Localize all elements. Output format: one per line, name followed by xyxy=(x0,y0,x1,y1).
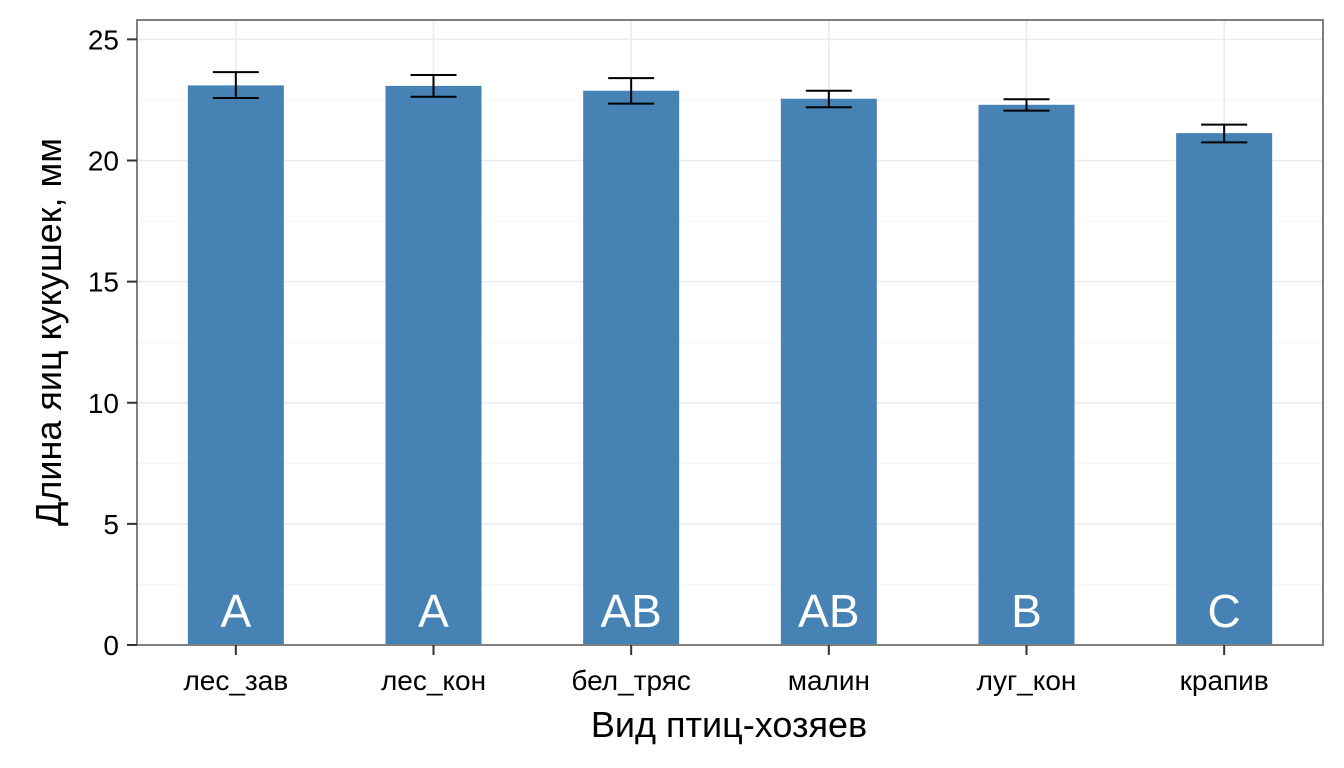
error-bar-2 xyxy=(410,73,457,98)
x-axis-ticks: лес_зав лес_кон бел_тряс малин луг_кон крапив xyxy=(183,645,1269,696)
error-bar-4 xyxy=(805,89,852,109)
bars xyxy=(187,85,1273,646)
bar-group-label-3: AB xyxy=(600,585,661,637)
bar-group-label-2: A xyxy=(418,585,449,637)
bar-group-label-6: C xyxy=(1208,585,1241,637)
error-bar-1 xyxy=(212,71,259,100)
error-bar-3 xyxy=(608,77,655,105)
bar-group-label-4: AB xyxy=(798,585,859,637)
x-tick-label: луг_кон xyxy=(977,665,1077,696)
x-tick-label: малин xyxy=(788,665,870,696)
grid-lines xyxy=(137,20,1323,646)
x-tick-label: лес_кон xyxy=(381,665,486,696)
y-axis-title: Длина яиц кукушек, мм xyxy=(28,138,69,526)
error-bar-6 xyxy=(1201,123,1248,144)
bar-group-label-1: A xyxy=(220,585,251,637)
y-axis-ticks: 0 5 10 15 20 25 xyxy=(88,24,137,661)
y-tick-label: 25 xyxy=(88,24,119,55)
bar-4 xyxy=(780,98,877,646)
bar-2 xyxy=(385,85,482,645)
error-bars xyxy=(212,71,1248,144)
y-tick-label: 10 xyxy=(88,388,119,419)
x-tick-label: бел_тряс xyxy=(571,665,691,696)
x-tick-label: лес_зав xyxy=(183,665,288,696)
y-tick-label: 0 xyxy=(103,630,119,661)
bar-3 xyxy=(583,90,680,645)
bar-1 xyxy=(187,85,284,645)
x-tick-label: крапив xyxy=(1180,665,1269,696)
bar-5 xyxy=(978,104,1075,646)
bar-6 xyxy=(1176,133,1273,645)
error-bar-5 xyxy=(1003,98,1050,112)
y-tick-label: 5 xyxy=(103,509,119,540)
bar-group-label-5: B xyxy=(1011,585,1042,637)
y-tick-label: 20 xyxy=(88,146,119,177)
x-axis-title: Вид птиц-хозяев xyxy=(591,704,867,745)
panel-border xyxy=(136,19,1324,646)
y-tick-label: 15 xyxy=(88,267,119,298)
bar-group-labels: A A AB AB B C xyxy=(220,585,1240,637)
